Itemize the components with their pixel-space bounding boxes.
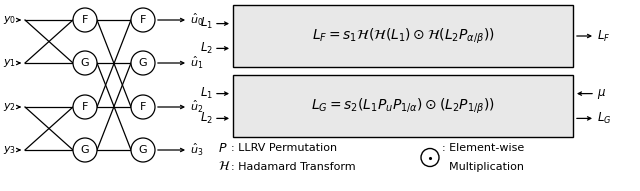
Text: $L_G$: $L_G$	[597, 111, 612, 126]
Circle shape	[73, 95, 97, 119]
Text: $L_2$: $L_2$	[200, 111, 213, 126]
FancyBboxPatch shape	[233, 5, 573, 67]
Text: F: F	[82, 102, 88, 112]
Text: $L_1$: $L_1$	[200, 86, 213, 101]
Text: $L_G = s_2(L_1P_uP_{1/\alpha}) \odot (L_2P_{1/\beta}))$: $L_G = s_2(L_1P_uP_{1/\alpha}) \odot (L_…	[311, 96, 495, 116]
Text: $y_3$: $y_3$	[3, 144, 16, 156]
Text: $y_1$: $y_1$	[3, 57, 16, 69]
Text: : Hadamard Transform: : Hadamard Transform	[231, 162, 356, 172]
Text: : Element-wise: : Element-wise	[442, 143, 524, 153]
Circle shape	[421, 148, 439, 167]
Text: $y_2$: $y_2$	[3, 101, 16, 113]
Text: $\hat{u}_2$: $\hat{u}_2$	[190, 99, 204, 115]
Circle shape	[131, 95, 155, 119]
Text: $y_0$: $y_0$	[3, 14, 16, 26]
Text: G: G	[139, 58, 147, 68]
Text: F: F	[140, 102, 146, 112]
Text: $L_2$: $L_2$	[200, 41, 213, 56]
Text: $\mathcal{H}$: $\mathcal{H}$	[218, 160, 230, 173]
Text: G: G	[81, 145, 90, 155]
Text: $L_F = s_1\mathcal{H}(\mathcal{H}(L_1) \odot \mathcal{H}(L_2P_{\alpha/\beta}))$: $L_F = s_1\mathcal{H}(\mathcal{H}(L_1) \…	[312, 26, 494, 46]
Text: G: G	[139, 145, 147, 155]
Text: Multiplication: Multiplication	[442, 162, 524, 172]
FancyBboxPatch shape	[233, 75, 573, 137]
Text: : LLRV Permutation: : LLRV Permutation	[231, 143, 337, 153]
Circle shape	[73, 51, 97, 75]
Text: F: F	[140, 15, 146, 25]
Text: $L_F$: $L_F$	[597, 28, 611, 44]
Text: G: G	[81, 58, 90, 68]
Circle shape	[73, 138, 97, 162]
Circle shape	[131, 138, 155, 162]
Circle shape	[131, 8, 155, 32]
Circle shape	[73, 8, 97, 32]
Text: $L_1$: $L_1$	[200, 16, 213, 31]
Text: F: F	[82, 15, 88, 25]
Circle shape	[131, 51, 155, 75]
Text: $\hat{u}_1$: $\hat{u}_1$	[190, 55, 204, 71]
Text: $P$: $P$	[218, 142, 227, 155]
Text: $\hat{u}_3$: $\hat{u}_3$	[190, 142, 204, 158]
Text: $\mu$: $\mu$	[597, 87, 606, 101]
Text: $\hat{u}_0$: $\hat{u}_0$	[190, 12, 204, 28]
